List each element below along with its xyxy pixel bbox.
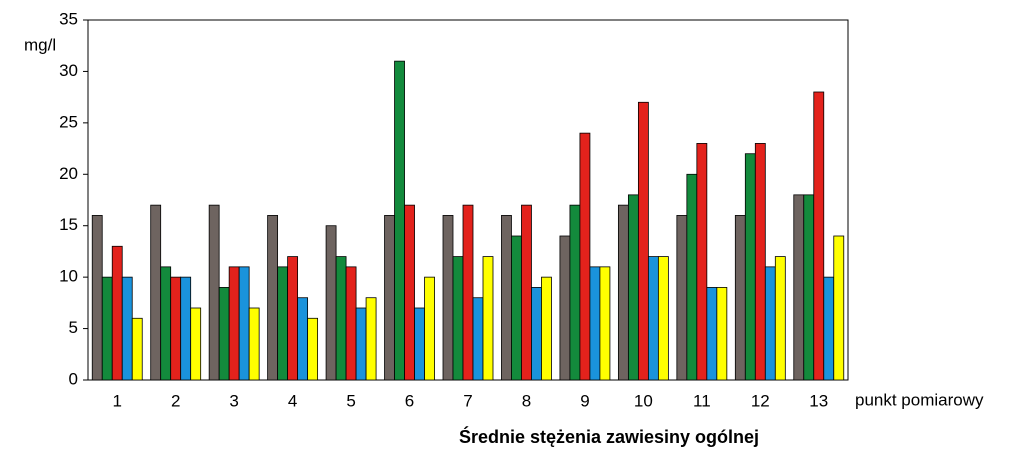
bar bbox=[744, 153, 756, 381]
bar bbox=[180, 276, 192, 381]
bar bbox=[511, 235, 522, 381]
bar bbox=[686, 173, 698, 381]
bar bbox=[121, 276, 133, 381]
bar bbox=[774, 256, 786, 381]
x-axis-label: punkt pomiarowy bbox=[855, 390, 984, 409]
bar bbox=[287, 256, 299, 381]
bar bbox=[521, 204, 532, 381]
x-tick-label: 8 bbox=[522, 391, 531, 410]
bar bbox=[150, 204, 162, 381]
bar bbox=[676, 215, 688, 381]
bar bbox=[297, 297, 309, 381]
y-tick-label: 15 bbox=[59, 215, 78, 234]
bar bbox=[657, 256, 669, 381]
y-tick-label: 20 bbox=[59, 164, 78, 183]
bar bbox=[248, 307, 260, 381]
bar bbox=[170, 276, 182, 381]
bar bbox=[277, 266, 289, 381]
bar bbox=[734, 215, 746, 381]
bar bbox=[637, 101, 649, 381]
x-tick-label: 4 bbox=[288, 391, 297, 410]
bar bbox=[404, 204, 415, 381]
bar bbox=[716, 287, 728, 381]
bar bbox=[355, 307, 367, 381]
x-tick-label: 9 bbox=[580, 391, 589, 410]
bar bbox=[472, 297, 484, 381]
y-tick-label: 35 bbox=[59, 9, 78, 28]
x-tick-label: 11 bbox=[693, 391, 711, 410]
bar bbox=[307, 317, 319, 381]
bar bbox=[267, 215, 279, 381]
bar bbox=[442, 215, 454, 381]
bar bbox=[414, 307, 425, 381]
bar bbox=[384, 215, 395, 381]
y-tick-label: 30 bbox=[59, 61, 78, 80]
bar bbox=[764, 266, 776, 381]
x-tick-label: 7 bbox=[463, 391, 472, 410]
bar bbox=[160, 266, 172, 381]
bar bbox=[813, 91, 825, 381]
x-tick-label: 13 bbox=[809, 391, 828, 410]
bar bbox=[823, 276, 835, 381]
bar bbox=[793, 194, 805, 381]
bar bbox=[482, 256, 494, 381]
bar bbox=[101, 276, 113, 381]
bar bbox=[345, 266, 357, 381]
x-tick-label: 10 bbox=[634, 391, 653, 410]
y-tick-label: 25 bbox=[59, 112, 78, 131]
bar bbox=[462, 204, 474, 381]
bar bbox=[559, 235, 571, 381]
x-tick-label: 5 bbox=[346, 391, 355, 410]
bar bbox=[452, 256, 464, 381]
bar bbox=[754, 143, 766, 381]
bar bbox=[394, 60, 405, 381]
bar bbox=[589, 266, 601, 381]
x-tick-label: 3 bbox=[229, 391, 238, 410]
chart-title: Średnie stężenia zawiesiny ogólnej bbox=[459, 426, 759, 447]
bar bbox=[541, 276, 552, 381]
bar bbox=[579, 132, 591, 381]
bar bbox=[218, 287, 230, 381]
bar bbox=[91, 215, 103, 381]
bar bbox=[833, 235, 845, 381]
bar bbox=[599, 266, 611, 381]
bar bbox=[531, 287, 542, 381]
bar bbox=[803, 194, 815, 381]
y-tick-label: 0 bbox=[69, 369, 78, 388]
x-tick-label: 6 bbox=[405, 391, 414, 410]
bar bbox=[208, 204, 220, 381]
bar bbox=[569, 204, 581, 381]
bar bbox=[190, 307, 202, 381]
y-tick-label: 5 bbox=[69, 318, 78, 337]
x-tick-label: 12 bbox=[751, 391, 770, 410]
bar bbox=[627, 194, 639, 381]
bar bbox=[335, 256, 347, 381]
y-tick-label: 10 bbox=[59, 267, 78, 286]
bar bbox=[501, 215, 512, 381]
bar bbox=[706, 287, 718, 381]
bar bbox=[647, 256, 659, 381]
x-tick-label: 1 bbox=[112, 391, 121, 410]
bar bbox=[238, 266, 250, 381]
bar bbox=[325, 225, 337, 381]
bar bbox=[617, 204, 629, 381]
bar bbox=[696, 143, 708, 381]
y-axis-label: mg/l bbox=[24, 35, 56, 54]
bar bbox=[365, 297, 377, 381]
bar bbox=[131, 317, 143, 381]
x-tick-label: 2 bbox=[171, 391, 180, 410]
bar bbox=[111, 245, 123, 381]
bar bbox=[228, 266, 240, 381]
bar bbox=[424, 276, 435, 381]
